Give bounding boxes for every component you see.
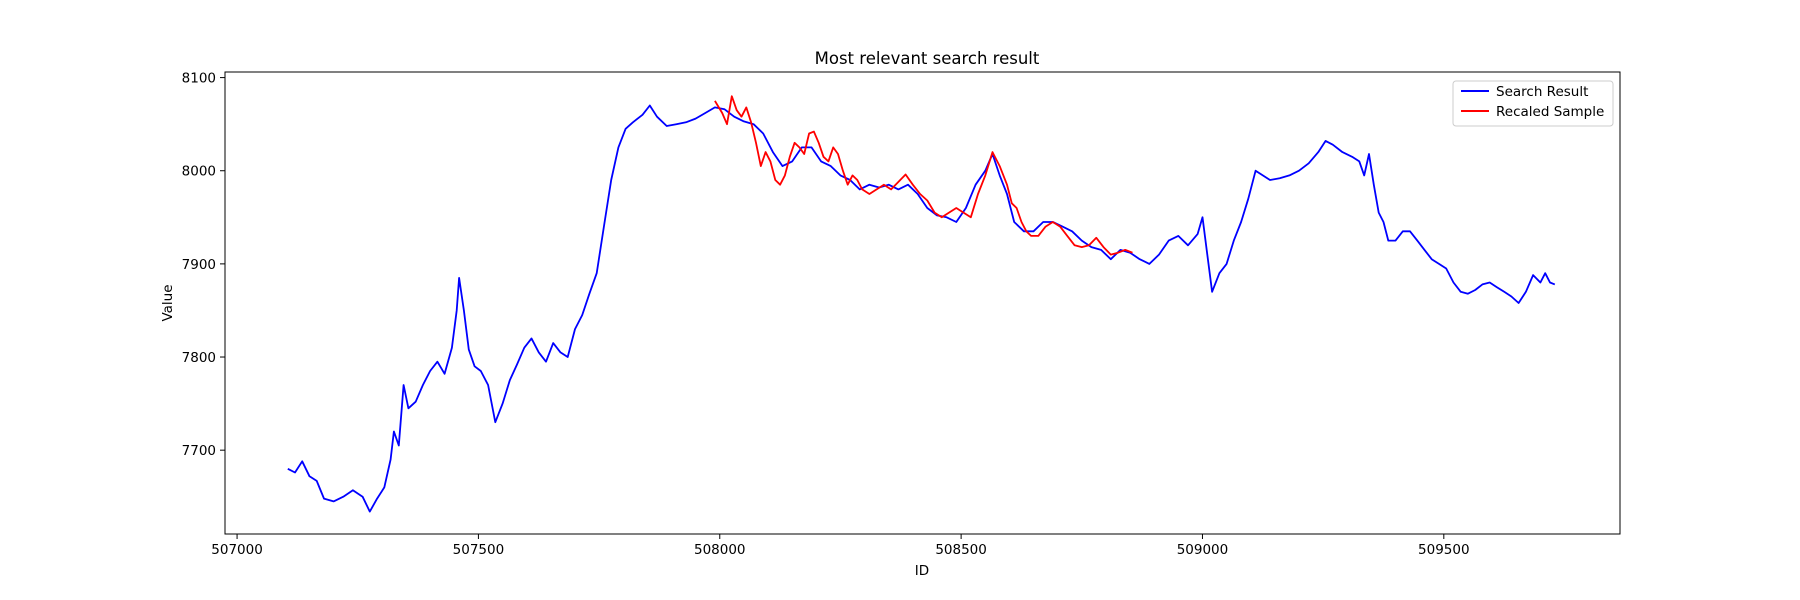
axes-ticks: 507000 507500 508000 508500 509000 509500 7700… [182, 71, 1470, 558]
y-tick-label: 7700 [182, 443, 216, 459]
series-line-recaled-sample [714, 95, 1133, 256]
series-line-search-result [287, 104, 1556, 513]
y-tick-label: 8100 [182, 71, 216, 87]
plot-area [287, 95, 1556, 513]
x-tick-label: 507500 [453, 542, 505, 558]
y-axis-label: Value [160, 284, 176, 321]
x-tick-label: 509000 [1177, 542, 1229, 558]
legend-box [1452, 80, 1614, 127]
plot-frame [224, 71, 1621, 535]
y-tick-label: 7900 [182, 257, 216, 273]
legend: Search Result Recaled Sample [1452, 80, 1614, 127]
x-tick-label: 507000 [211, 542, 263, 558]
x-tick-label: 508000 [694, 542, 746, 558]
x-axis-label: ID [915, 563, 929, 579]
y-tick-label: 7800 [182, 350, 216, 366]
y-tick-label: 8000 [182, 164, 216, 180]
x-tick-label: 509500 [1418, 542, 1470, 558]
legend-label-recaled-sample: Recaled Sample [1496, 104, 1604, 120]
x-tick-label: 508500 [935, 542, 987, 558]
chart-title: Most relevant search result [815, 49, 1040, 68]
legend-label-search-result: Search Result [1496, 84, 1588, 100]
